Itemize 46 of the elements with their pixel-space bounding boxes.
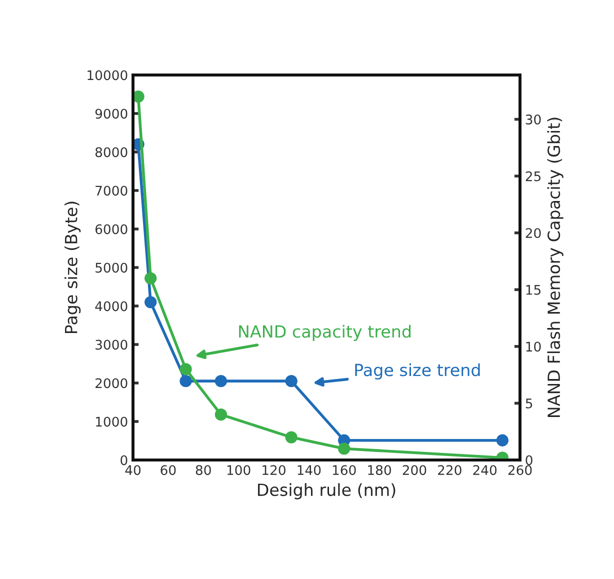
y2-tick-label: 20 [526, 228, 541, 238]
point [338, 442, 350, 455]
point [180, 375, 192, 388]
y-tick-label: 3000 [96, 340, 128, 350]
x-tick-label: 160 [332, 465, 356, 476]
point [285, 431, 298, 444]
y-tick-label: 1000 [96, 416, 128, 427]
y2-axis-title: NAND Flash Memory Capacity (Gbit) [547, 118, 564, 418]
point [496, 434, 508, 446]
y-axis-title: Page size (Byte) [64, 202, 81, 334]
y2-tick-label: 25 [526, 171, 540, 182]
x-tick-label: 120 [262, 465, 286, 476]
point [180, 363, 192, 376]
y-tick-label: 5000 [96, 262, 128, 273]
x-axis-title: Desigh rule (nm) [258, 483, 396, 500]
annotation: NAND capacity trend [239, 324, 411, 342]
y2-tick-label: 10 [526, 342, 541, 352]
annotation: Page size trend [355, 363, 480, 380]
x-tick-label: 200 [402, 465, 426, 476]
x-tick-label: 140 [298, 465, 321, 476]
x-tick-label: 220 [438, 465, 462, 476]
y-tick-label: 8000 [95, 147, 128, 158]
x-tick-label: 180 [368, 465, 391, 476]
x-tick-label: 40 [125, 465, 141, 476]
x-tick-label: 100 [227, 465, 250, 476]
y2-tick-label: 30 [526, 114, 541, 124]
y-tick-label: 4000 [95, 301, 128, 312]
y-tick-label: 2000 [96, 378, 128, 388]
y-tick-label: 9000 [95, 108, 128, 119]
point [144, 272, 157, 284]
y-tick-label: 6000 [95, 224, 128, 234]
x-tick-label: 80 [196, 465, 211, 476]
point [285, 375, 298, 388]
y2-tick-label: 5 [526, 398, 532, 408]
x-tick-label: 60 [160, 465, 176, 476]
point [214, 408, 228, 421]
x-tick-label: 240 [473, 465, 497, 476]
y2-tick-label: 0 [526, 455, 532, 466]
point [133, 90, 144, 103]
y2-tick-label: 15 [526, 285, 540, 295]
point [144, 296, 157, 308]
y-tick-label: 10000 [88, 70, 128, 80]
point [214, 375, 228, 388]
y-tick-label: 7000 [96, 186, 128, 196]
x-tick-label: 260 [508, 465, 532, 476]
y-tick-label: 0 [120, 455, 128, 466]
